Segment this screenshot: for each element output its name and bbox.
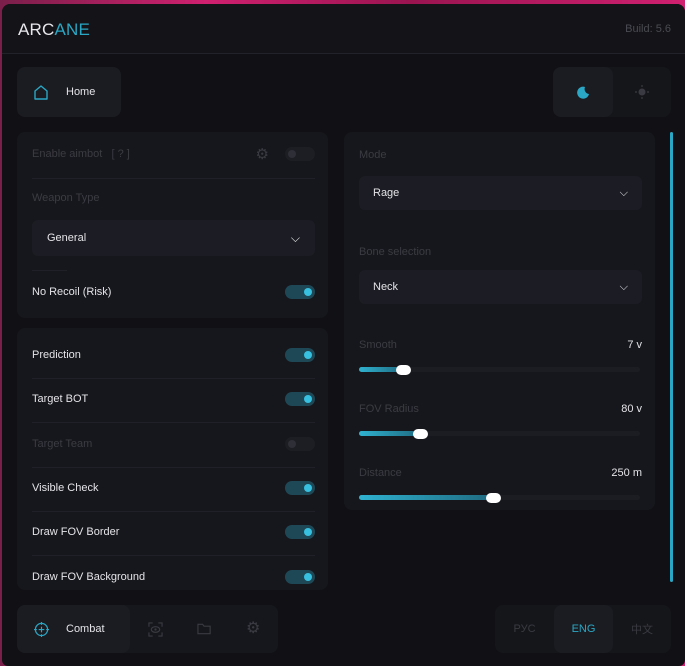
home-button[interactable]: Home [17, 67, 121, 117]
light-theme-button[interactable] [613, 67, 671, 117]
divider [32, 178, 315, 179]
target-team-toggle[interactable] [285, 437, 315, 451]
tab-combat[interactable]: Combat [17, 605, 130, 653]
gear-icon[interactable]: ⚙ [246, 620, 261, 637]
theme-switch [553, 67, 671, 117]
bone-select[interactable]: Neck ⌵ [359, 270, 642, 304]
smooth-slider[interactable] [359, 364, 640, 375]
lang-rus[interactable]: РУС [513, 623, 536, 635]
distance-row: Distance 250 m [359, 467, 642, 479]
slider-thumb[interactable] [412, 428, 428, 439]
chevron-down-icon: ⌵ [619, 280, 628, 293]
eye-scan-icon[interactable] [148, 622, 163, 637]
fov-radius-slider[interactable] [359, 428, 640, 439]
prediction-toggle[interactable] [285, 348, 315, 362]
smooth-row: Smooth 7 v [359, 339, 642, 351]
lang-eng[interactable]: ENG [554, 605, 613, 653]
weapon-type-label: Weapon Type [32, 192, 100, 204]
folder-icon[interactable] [197, 622, 212, 636]
aimbot-panel: Enable aimbot [ ? ] ⚙ Weapon Type Genera… [17, 132, 328, 318]
bottom-tabs: Combat ⚙ [17, 605, 278, 653]
chevron-down-icon: ⌵ [619, 186, 628, 199]
aim-settings-panel: Mode Rage ⌵ Bone selection Neck ⌵ Smooth 7 … [344, 132, 655, 510]
build-version: Build: 5.6 [625, 23, 671, 35]
app-window: ARCANE Build: 5.6 Home Enable aimbot [ ?… [2, 4, 685, 666]
fov-radius-row: FOV Radius 80 v [359, 403, 642, 415]
language-switch: РУС ENG 中文 [495, 605, 671, 653]
toggle-row: Prediction [32, 345, 315, 365]
mode-select[interactable]: Rage ⌵ [359, 176, 642, 210]
slider-thumb[interactable] [395, 364, 411, 375]
enable-aimbot-row: Enable aimbot [ ? ] ⚙ [32, 144, 315, 164]
gear-icon[interactable]: ⚙ [255, 146, 269, 163]
distance-slider[interactable] [359, 492, 640, 503]
toggle-row: Visible Check [32, 478, 315, 498]
target-bot-toggle[interactable] [285, 392, 315, 406]
visible-check-toggle[interactable] [285, 481, 315, 495]
scrollbar[interactable] [670, 132, 673, 582]
help-hint[interactable]: [ ? ] [111, 148, 130, 160]
toggle-row: Draw FOV Background [32, 567, 315, 587]
enable-aimbot-toggle[interactable] [285, 147, 315, 161]
weapon-type-select[interactable]: General ⌵ [32, 220, 315, 256]
dark-theme-button[interactable] [553, 67, 613, 117]
no-recoil-row: No Recoil (Risk) [32, 282, 315, 302]
no-recoil-toggle[interactable] [285, 285, 315, 299]
divider [32, 270, 67, 271]
header: ARCANE Build: 5.6 [2, 4, 685, 54]
draw-fov-background-toggle[interactable] [285, 570, 315, 584]
moon-icon [577, 86, 589, 99]
toggle-row: Target BOT [32, 389, 315, 409]
toggle-row: Target Team [32, 434, 315, 454]
options-panel: Prediction Target BOT Target Team Visibl… [17, 328, 328, 590]
logo: ARCANE [18, 20, 91, 39]
sun-icon [635, 85, 649, 99]
toggle-row: Draw FOV Border [32, 522, 315, 542]
home-icon [34, 84, 48, 100]
chevron-down-icon: ⌵ [290, 230, 300, 245]
crosshair-icon [34, 621, 49, 637]
draw-fov-border-toggle[interactable] [285, 525, 315, 539]
slider-thumb[interactable] [485, 492, 501, 503]
lang-zh[interactable]: 中文 [631, 624, 653, 636]
